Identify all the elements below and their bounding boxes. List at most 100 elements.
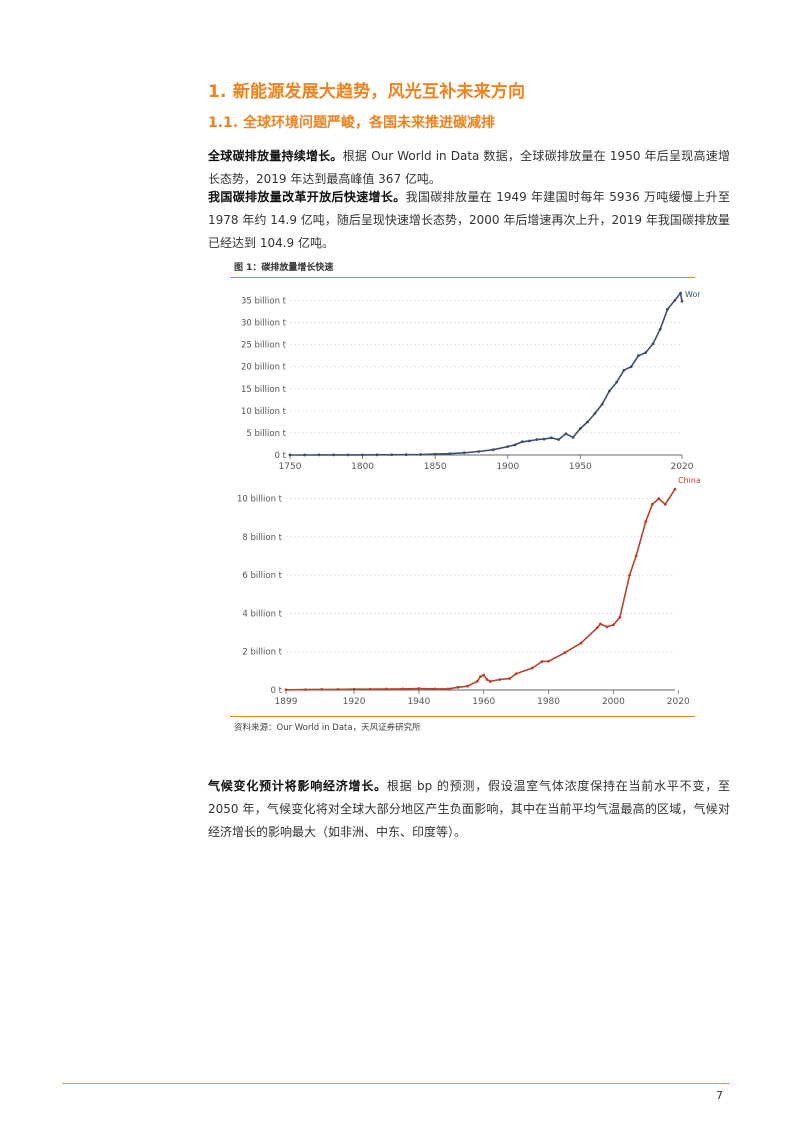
data-point (535, 438, 539, 441)
data-point (530, 666, 534, 670)
series-line-china (285, 488, 676, 691)
data-point (361, 453, 364, 457)
data-point (549, 436, 553, 440)
y-tick-label: 10 billion t (237, 495, 283, 505)
paragraph-body: 我国碳排放量在 1949 年建国时每年 5936 万吨缓慢上升至 1978 年约… (208, 190, 730, 250)
y-tick-label: 2 billion t (242, 648, 282, 658)
data-point (456, 685, 460, 689)
data-point (401, 687, 405, 691)
x-tick-label: 1940 (407, 697, 430, 707)
data-point (679, 291, 682, 295)
paragraph-lead: 全球碳排放量持续增长。 (208, 149, 343, 163)
data-point (673, 487, 677, 491)
data-point (368, 687, 372, 691)
x-tick-label: 2000 (602, 697, 625, 707)
y-tick-label: 20 billion t (241, 363, 287, 373)
y-tick-label: 0 t (271, 686, 283, 696)
x-tick-label: 1920 (343, 697, 366, 707)
data-point (485, 678, 489, 681)
data-point (284, 688, 288, 692)
data-point (508, 677, 512, 680)
data-point (288, 453, 292, 457)
x-tick-label: 1900 (496, 462, 519, 472)
data-point (600, 402, 604, 406)
data-point (637, 354, 640, 358)
paragraph-climate-economy: 气候变化预计将影响经济增长。根据 bp 的预测，假设温室气体浓度保持在当前水平不… (208, 775, 730, 844)
x-tick-label: 1850 (424, 462, 447, 472)
x-tick-label: 1899 (275, 697, 298, 707)
y-tick-label: 35 billion t (241, 297, 287, 307)
data-point (336, 688, 340, 691)
y-tick-label: 6 billion t (242, 571, 282, 581)
data-point (622, 368, 626, 372)
subsection-heading: 1.1. 全球环境问题严峻，各国未来推进碳减排 (208, 115, 495, 131)
paragraph-lead: 气候变化预计将影响经济增长。 (208, 779, 387, 793)
x-tick-label: 2020 (667, 697, 690, 707)
data-point (506, 445, 510, 449)
china-emissions-chart: 0 t 2 billion t 4 billion t 6 billion t 8 bi… (237, 476, 700, 707)
data-point (644, 520, 648, 523)
data-point (615, 380, 619, 384)
footer-rule (62, 1083, 730, 1084)
data-point (417, 687, 421, 690)
world-emissions-chart: 0 t 5 billion t 10 billion t 15 billion t 20… (241, 290, 700, 472)
data-point (628, 573, 632, 577)
data-point (595, 626, 599, 630)
y-tick-label: 0 t (275, 451, 287, 461)
data-point (513, 443, 517, 447)
x-tick-label: 1800 (351, 462, 374, 472)
figure-source: 资料来源：Our World in Data，天风证券研究所 (234, 723, 421, 733)
data-point (304, 688, 307, 692)
data-point (352, 687, 356, 691)
figure-title: 图 1：碳排放量增长快速 (234, 263, 334, 273)
data-point (303, 453, 306, 457)
data-point (571, 435, 575, 439)
data-point (557, 438, 560, 441)
data-point (433, 452, 437, 456)
data-point (605, 625, 609, 629)
data-point (385, 687, 388, 691)
y-tick-label: 4 billion t (242, 609, 282, 619)
data-point (579, 641, 583, 645)
paragraph-lead: 我国碳排放量改革开放后快速增长。 (208, 190, 406, 204)
y-tick-label: 30 billion t (241, 319, 287, 329)
figure-top-rule (230, 277, 695, 278)
x-tick-label: 1750 (279, 462, 302, 472)
data-point (528, 439, 531, 443)
data-point (634, 554, 638, 558)
data-point (404, 453, 408, 457)
paragraph-body: 根据 Our World in Data 数据，全球碳排放量在 1950 年后呈… (208, 149, 730, 186)
data-point (466, 684, 469, 688)
data-point (673, 299, 677, 302)
series-line-world (290, 292, 683, 456)
data-point (612, 623, 615, 627)
y-tick-label: 10 billion t (241, 407, 287, 417)
paragraph-global-emissions: 全球碳排放量持续增长。根据 Our World in Data 数据，全球碳排放… (208, 145, 730, 191)
data-point (629, 365, 633, 369)
data-point (578, 427, 582, 430)
data-point (477, 450, 481, 453)
y-tick-label: 8 billion t (242, 533, 282, 543)
series-label: World (685, 290, 700, 299)
x-tick-label: 1960 (472, 697, 495, 707)
data-point (547, 659, 550, 663)
paragraph-china-emissions: 我国碳排放量改革开放后快速增长。我国碳排放量在 1949 年建国时每年 5936… (208, 186, 730, 255)
data-point (433, 687, 437, 691)
data-point (564, 432, 568, 436)
data-point (491, 448, 495, 452)
data-point (390, 453, 394, 457)
x-tick-label: 2020 (671, 462, 694, 472)
y-tick-label: 15 billion t (241, 385, 287, 395)
data-point (586, 420, 590, 424)
data-point (608, 389, 611, 393)
x-tick-label: 1980 (537, 697, 560, 707)
data-point (542, 437, 546, 441)
data-point (540, 660, 544, 663)
data-point (599, 622, 602, 626)
data-point (488, 679, 492, 683)
y-tick-label: 5 billion t (246, 429, 286, 439)
data-point (479, 675, 482, 678)
data-point (658, 327, 662, 331)
data-point (666, 307, 669, 311)
data-point (448, 452, 452, 456)
